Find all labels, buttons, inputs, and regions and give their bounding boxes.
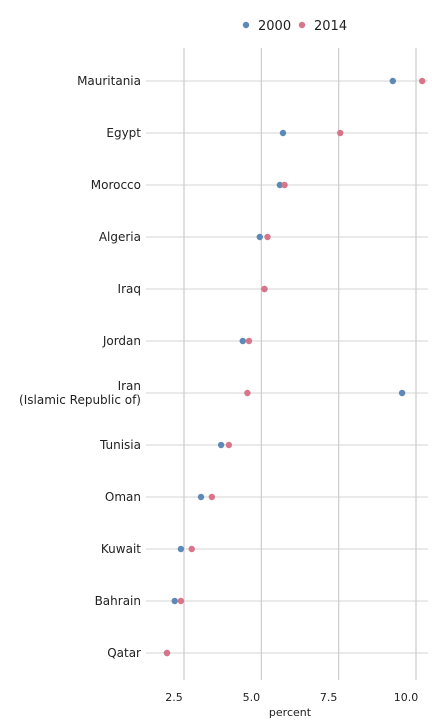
point-2000 [217, 441, 225, 449]
point-2000 [177, 545, 185, 553]
point-2014 [244, 389, 251, 397]
category-label: Iran (Islamic Republic of) [19, 379, 141, 407]
point-2014 [225, 441, 233, 449]
category-label: Qatar [107, 646, 141, 660]
point-2014 [188, 545, 195, 553]
point-2000 [279, 129, 287, 137]
category-label: Morocco [91, 178, 141, 192]
point-2014 [208, 493, 216, 501]
point-2000 [171, 597, 178, 605]
legend-label: 2000 [258, 19, 291, 34]
point-2000 [276, 181, 284, 189]
point-2014 [163, 649, 171, 657]
x-tick-label: 7.5 [320, 691, 338, 704]
gridlines [146, 48, 428, 680]
category-label: Mauritania [77, 74, 141, 88]
category-label-line: Iran [118, 379, 141, 393]
category-label: Oman [105, 490, 141, 504]
data-points [163, 77, 426, 657]
category-labels: Mauritania Egypt Morocco Algeria Iraq Jordan I… [19, 74, 141, 660]
category-label: Algeria [99, 230, 141, 244]
legend-label: 2014 [314, 19, 347, 34]
point-2014 [177, 597, 185, 605]
legend-marker-2000 [242, 21, 250, 29]
point-2014 [264, 233, 271, 241]
point-2000 [389, 77, 396, 85]
point-2014 [261, 285, 268, 293]
category-label: Tunisia [99, 438, 141, 452]
legend-marker-2014 [298, 21, 306, 29]
point-2000 [256, 233, 263, 241]
x-tick-label: 10.0 [394, 691, 419, 704]
category-label: Bahrain [95, 594, 141, 608]
category-label: Egypt [106, 126, 141, 140]
x-axis-ticks: 2.5 5.0 7.5 10.0 [165, 691, 418, 704]
point-2000 [197, 493, 205, 501]
x-tick-label: 5.0 [243, 691, 261, 704]
x-tick-label: 2.5 [165, 691, 183, 704]
point-2014 [281, 181, 288, 189]
category-label: Iraq [118, 282, 141, 296]
category-label: Kuwait [101, 542, 141, 556]
point-2014 [245, 337, 253, 345]
legend: 2000 2014 [242, 19, 347, 34]
x-axis-title: percent [269, 706, 312, 719]
point-2014 [337, 129, 344, 137]
point-2014 [418, 77, 426, 85]
category-label-line: (Islamic Republic of) [19, 393, 141, 407]
point-2000 [398, 389, 406, 397]
point-2000 [239, 337, 246, 345]
category-label: Jordan [102, 334, 141, 348]
